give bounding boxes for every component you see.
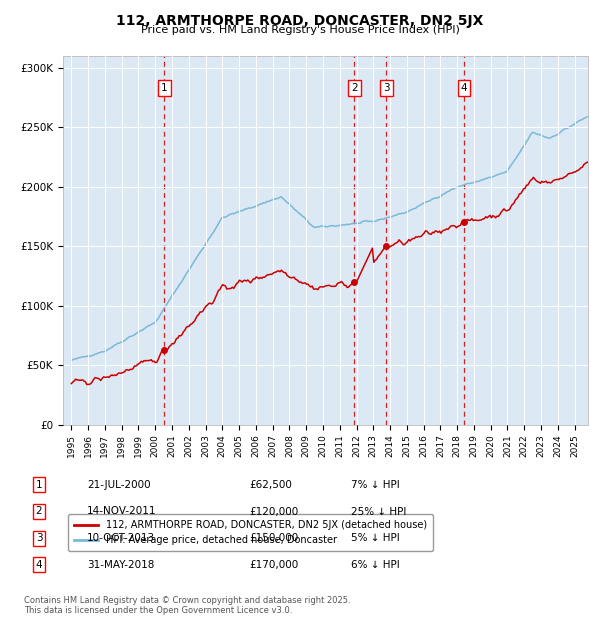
Text: 112, ARMTHORPE ROAD, DONCASTER, DN2 5JX: 112, ARMTHORPE ROAD, DONCASTER, DN2 5JX (116, 14, 484, 28)
Text: 1: 1 (35, 480, 43, 490)
Text: 2: 2 (351, 83, 358, 93)
Text: 3: 3 (383, 83, 389, 93)
Text: 2: 2 (35, 507, 43, 516)
Text: 4: 4 (35, 560, 43, 570)
Text: 6% ↓ HPI: 6% ↓ HPI (351, 560, 400, 570)
Text: £120,000: £120,000 (249, 507, 298, 516)
Text: 5% ↓ HPI: 5% ↓ HPI (351, 533, 400, 543)
Text: 3: 3 (35, 533, 43, 543)
Text: 1: 1 (161, 83, 168, 93)
Text: 25% ↓ HPI: 25% ↓ HPI (351, 507, 406, 516)
Text: £150,000: £150,000 (249, 533, 298, 543)
Text: 14-NOV-2011: 14-NOV-2011 (87, 507, 157, 516)
Text: 7% ↓ HPI: 7% ↓ HPI (351, 480, 400, 490)
Text: £62,500: £62,500 (249, 480, 292, 490)
Text: 10-OCT-2013: 10-OCT-2013 (87, 533, 155, 543)
Text: Price paid vs. HM Land Registry's House Price Index (HPI): Price paid vs. HM Land Registry's House … (140, 25, 460, 35)
Text: Contains HM Land Registry data © Crown copyright and database right 2025.
This d: Contains HM Land Registry data © Crown c… (24, 596, 350, 615)
Text: 21-JUL-2000: 21-JUL-2000 (87, 480, 151, 490)
Text: 31-MAY-2018: 31-MAY-2018 (87, 560, 154, 570)
Text: 4: 4 (461, 83, 467, 93)
Legend: 112, ARMTHORPE ROAD, DONCASTER, DN2 5JX (detached house), HPI: Average price, de: 112, ARMTHORPE ROAD, DONCASTER, DN2 5JX … (68, 514, 433, 551)
Text: £170,000: £170,000 (249, 560, 298, 570)
